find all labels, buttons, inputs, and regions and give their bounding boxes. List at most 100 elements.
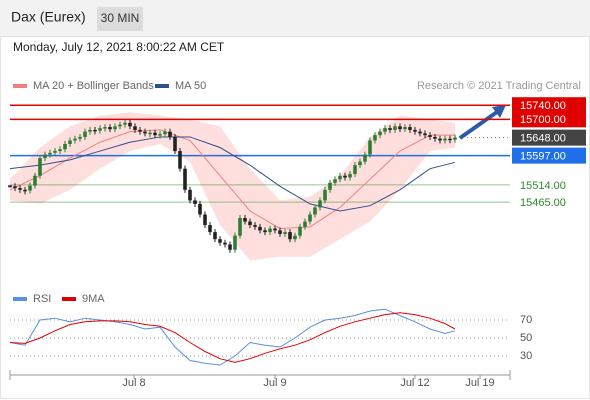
forecast-arrow (458, 110, 499, 140)
bollinger-band (10, 112, 455, 261)
candle (303, 221, 307, 227)
x-tick-label: Jul 8 (122, 377, 145, 389)
candle (113, 126, 117, 130)
candle (193, 200, 197, 204)
candle (448, 138, 452, 141)
legend-swatch (155, 84, 169, 88)
candle (13, 186, 17, 189)
legend-swatch (13, 297, 27, 301)
candle (283, 232, 287, 234)
candle (123, 122, 127, 125)
candle (133, 126, 137, 130)
candle (298, 226, 302, 236)
candle (218, 239, 222, 243)
legend-label: MA 20 + Bollinger Bands (33, 80, 154, 92)
candle (58, 149, 62, 152)
rsi-line (9, 308, 456, 366)
candle (388, 128, 392, 130)
candle (178, 151, 182, 169)
candle (138, 129, 142, 132)
candle (428, 135, 432, 137)
candle (288, 232, 292, 240)
candle (358, 161, 362, 166)
level-label: 15648.00 (520, 133, 566, 145)
candle (403, 127, 407, 130)
candle (333, 179, 337, 183)
interval-button[interactable] (97, 7, 143, 31)
rsi-line (9, 312, 456, 363)
candle (378, 131, 382, 136)
level-label: 15465.00 (520, 197, 566, 209)
candle (213, 232, 217, 240)
candle (38, 158, 42, 176)
candle (243, 218, 247, 222)
candle (253, 225, 257, 227)
level-box (512, 129, 586, 146)
candle (153, 132, 157, 136)
candle (423, 133, 427, 136)
y-tick-label: 70 (520, 314, 532, 326)
x-tick-label: Jul 19 (465, 377, 494, 389)
candle (198, 203, 202, 215)
candle (328, 182, 332, 190)
level-box (512, 111, 586, 128)
candle (203, 214, 207, 226)
credit: Research © 2021 Trading Central (417, 80, 581, 92)
interval-label[interactable]: 30 MIN (101, 11, 140, 25)
candle (53, 151, 57, 153)
level-label: 15597.00 (520, 151, 566, 163)
candle (88, 129, 92, 132)
x-tick-label: Jul 12 (400, 377, 429, 389)
candle (438, 138, 442, 141)
y-tick-label: 50 (520, 332, 532, 344)
candle (8, 185, 12, 188)
candle (313, 207, 317, 215)
timestamp: Monday, July 12, 2021 8:00:22 AM CET (13, 40, 225, 54)
candle (208, 225, 212, 233)
candle (238, 218, 242, 236)
level-label: 15740.00 (520, 100, 566, 112)
candle (383, 128, 387, 132)
candle (48, 152, 52, 155)
candle (373, 135, 377, 141)
forecast-arrowhead (492, 105, 506, 118)
candle (398, 126, 402, 130)
candle (248, 221, 252, 226)
legend-swatch (62, 297, 76, 301)
candle (108, 127, 112, 130)
candle (188, 189, 192, 201)
candle (368, 140, 372, 155)
candle (418, 131, 422, 134)
title: Dax (Eurex) (11, 9, 86, 25)
candle (408, 127, 412, 130)
candle (308, 214, 312, 222)
candle (393, 126, 397, 130)
level-label: 15514.00 (520, 180, 566, 192)
candle (318, 200, 322, 208)
candle (263, 230, 267, 233)
candle (293, 235, 297, 240)
candle (363, 154, 367, 162)
candle (23, 189, 27, 192)
ma-line (9, 136, 456, 212)
candle (183, 168, 187, 190)
candle (68, 140, 72, 144)
candle (158, 134, 162, 136)
candle (98, 128, 102, 131)
level-box (512, 147, 586, 164)
candle (33, 175, 37, 186)
candle (173, 136, 177, 152)
candle (103, 127, 107, 129)
candle (28, 185, 32, 191)
legend-label: RSI (33, 293, 51, 305)
candle (268, 228, 272, 233)
candle (143, 131, 147, 134)
candle (343, 175, 347, 178)
ma-line (9, 129, 455, 230)
candle (163, 131, 167, 135)
candle (43, 154, 47, 159)
candle (323, 189, 327, 201)
candle (168, 131, 172, 137)
candle (78, 136, 82, 139)
